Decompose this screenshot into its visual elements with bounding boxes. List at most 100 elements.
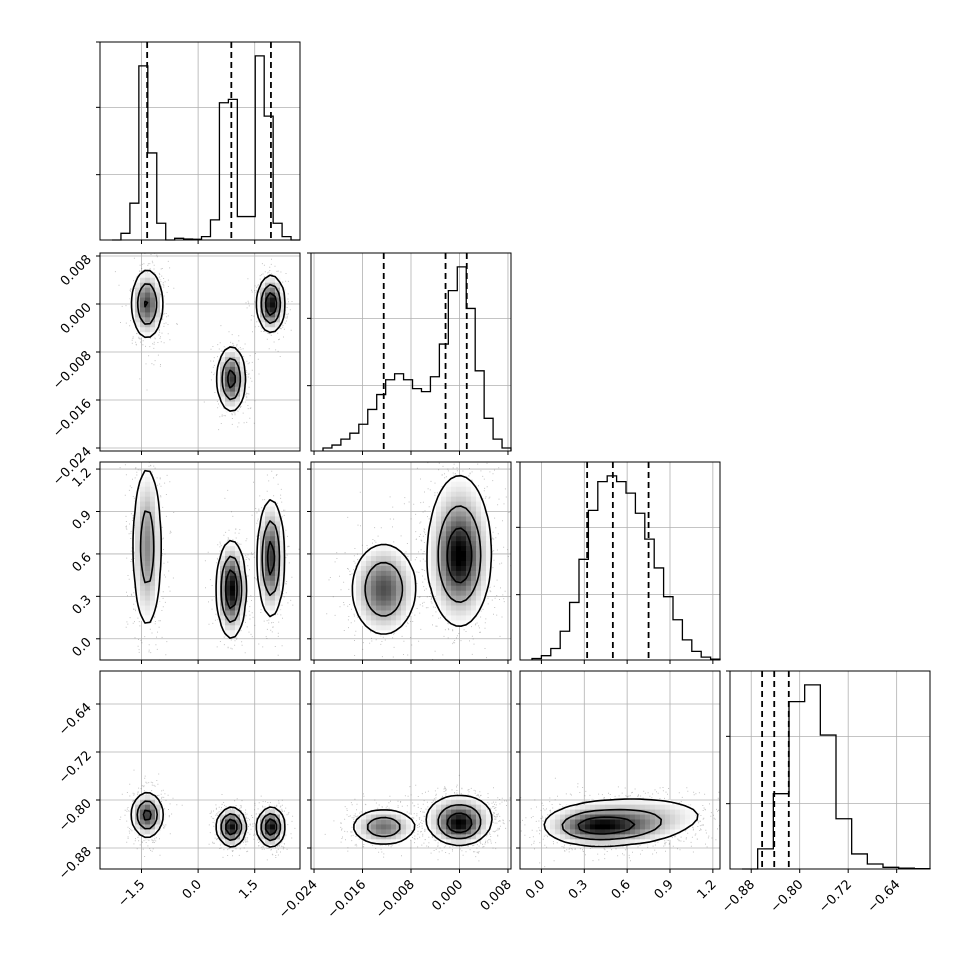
density-cell [446, 575, 452, 582]
density-cell [150, 486, 156, 493]
density-cell [481, 829, 487, 835]
density-cell [150, 824, 156, 830]
density-cell [215, 575, 221, 582]
density-cell [150, 600, 156, 607]
density-cell [150, 312, 156, 318]
density-cell [441, 516, 447, 522]
density-cell [436, 595, 442, 602]
density-cell [275, 297, 281, 303]
hist-step [322, 266, 512, 451]
density-cell [280, 565, 286, 572]
density-cell [640, 804, 646, 811]
density-cell [135, 277, 141, 284]
density-cell [265, 506, 271, 512]
density-cell [240, 600, 246, 607]
density-cell [145, 486, 151, 493]
density-cell [140, 551, 146, 557]
density-cell [451, 486, 457, 493]
density-cell [220, 561, 226, 567]
density-cell [590, 839, 596, 845]
density-cell [260, 317, 266, 323]
density-cell [615, 809, 621, 816]
density-cell [446, 600, 452, 607]
density-cell [371, 605, 377, 611]
density-cell [230, 556, 236, 562]
density-cell [446, 590, 452, 597]
density-cell [441, 814, 447, 820]
density-cell [145, 615, 151, 621]
density-cell [225, 551, 231, 557]
density-cell [140, 575, 146, 582]
density-cell [466, 496, 472, 503]
density-cell [145, 272, 151, 279]
density-cell [595, 839, 601, 845]
density-cell [150, 287, 156, 294]
density-cell [215, 570, 221, 577]
density-cell [145, 312, 151, 318]
density-cell [446, 605, 452, 611]
density-cell [560, 834, 566, 840]
density-cell [655, 809, 661, 816]
density-cell [145, 526, 151, 532]
density-cell [376, 625, 382, 631]
density-cell [401, 834, 407, 840]
density-cell [145, 824, 151, 830]
density-cell [620, 824, 626, 830]
density-cell [555, 819, 561, 825]
density-cell [570, 824, 576, 830]
density-cell [401, 600, 407, 607]
hist-step [531, 475, 721, 660]
density-cell [260, 585, 266, 592]
density-cell [235, 570, 241, 577]
density-cell [665, 809, 671, 816]
density-cell [426, 541, 432, 547]
hist-step [112, 55, 300, 241]
density-cell [220, 834, 226, 840]
density-cell [230, 595, 236, 602]
density-cell [640, 834, 646, 840]
density-cell [436, 600, 442, 607]
density-cell [155, 561, 161, 567]
density-cell [665, 824, 671, 830]
density-cell [411, 595, 417, 602]
density-cell [235, 620, 241, 626]
density-cell [381, 809, 387, 816]
density-cell [595, 829, 601, 835]
density-cell [431, 546, 437, 552]
density-cell [401, 570, 407, 577]
density-cell [461, 556, 467, 562]
density-cell [610, 804, 616, 811]
density-cell [441, 590, 447, 597]
hist-panel-3: −0.88 −0.80 −0.72 −0.64 [719, 670, 931, 916]
density-cell [386, 580, 392, 587]
density-cell [150, 794, 156, 801]
density-cell [660, 819, 666, 825]
density-cell [655, 829, 661, 835]
density-cell [381, 839, 387, 845]
density-cell [391, 620, 397, 626]
density-cell [610, 829, 616, 835]
density-cell [560, 809, 566, 816]
density-cell [270, 610, 276, 616]
density-cell [381, 605, 387, 611]
density-cell [386, 814, 392, 820]
density-cell [486, 814, 492, 820]
density-cell [145, 809, 151, 816]
density-cell [145, 804, 151, 811]
density-cell [685, 814, 691, 820]
density-cell [391, 839, 397, 845]
density-cell [235, 824, 241, 830]
density-cell [436, 526, 442, 532]
density-cell [481, 506, 487, 512]
density-cell [585, 819, 591, 825]
density-cell [215, 595, 221, 602]
density-cell [265, 531, 271, 537]
density-cell [660, 804, 666, 811]
density-cell [225, 610, 231, 616]
density-cell [140, 556, 146, 562]
density-cell [441, 570, 447, 577]
density-cell [150, 282, 156, 289]
density-cell [431, 575, 437, 582]
density-cell [431, 570, 437, 577]
density-cell [386, 819, 392, 825]
